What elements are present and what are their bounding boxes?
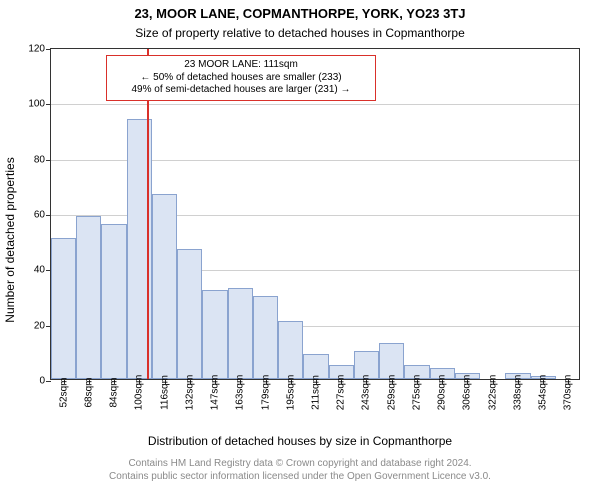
credit-line2: Contains public sector information licen… [0, 471, 600, 484]
xtick-label: 227sqm [336, 375, 347, 411]
histogram-bar [152, 194, 177, 379]
histogram-bar [253, 296, 278, 379]
chart-container: 23, MOOR LANE, COPMANTHORPE, YORK, YO23 … [0, 0, 600, 500]
histogram-bar [101, 224, 126, 379]
histogram-bar [278, 321, 303, 379]
histogram-bar [202, 290, 227, 379]
xtick-label: 147sqm [210, 375, 221, 411]
xtick-label: 338sqm [512, 375, 523, 411]
credit-text: Contains HM Land Registry data © Crown c… [0, 458, 600, 483]
xtick-label: 100sqm [134, 375, 145, 411]
xtick-label: 290sqm [437, 375, 448, 411]
xtick-label: 163sqm [235, 375, 246, 411]
histogram-bar [177, 249, 202, 379]
gridline [51, 104, 579, 105]
xtick-label: 259sqm [386, 375, 397, 411]
plot-area: 02040608010012052sqm68sqm84sqm100sqm116s… [50, 48, 580, 380]
y-axis-label: Number of detached properties [3, 157, 17, 322]
annotation-line2: ← 50% of detached houses are smaller (23… [113, 72, 369, 85]
credit-line1: Contains HM Land Registry data © Crown c… [0, 458, 600, 471]
chart-subtitle: Size of property relative to detached ho… [0, 26, 600, 40]
xtick-label: 132sqm [184, 375, 195, 411]
ytick-label: 100 [28, 99, 51, 110]
xtick-label: 354sqm [538, 375, 549, 411]
ytick-label: 60 [34, 210, 51, 221]
annotation-box: 23 MOOR LANE: 111sqm ← 50% of detached h… [106, 55, 376, 101]
xtick-label: 370sqm [563, 375, 574, 411]
xtick-label: 195sqm [285, 375, 296, 411]
annotation-line1: 23 MOOR LANE: 111sqm [113, 59, 369, 72]
histogram-bar [76, 216, 101, 379]
xtick-label: 68sqm [83, 377, 94, 407]
ytick-label: 40 [34, 265, 51, 276]
xtick-label: 306sqm [462, 375, 473, 411]
xtick-label: 116sqm [159, 375, 170, 410]
histogram-bar [51, 238, 76, 379]
xtick-label: 52sqm [58, 377, 69, 407]
ytick-label: 20 [34, 320, 51, 331]
xtick-label: 84sqm [109, 377, 120, 407]
ytick-label: 80 [34, 154, 51, 165]
chart-title: 23, MOOR LANE, COPMANTHORPE, YORK, YO23 … [0, 6, 600, 21]
ytick-label: 120 [28, 44, 51, 55]
x-axis-label: Distribution of detached houses by size … [0, 434, 600, 448]
xtick-label: 179sqm [260, 375, 271, 411]
annotation-line3: 49% of semi-detached houses are larger (… [113, 84, 369, 97]
ytick-label: 0 [39, 376, 51, 387]
xtick-label: 243sqm [361, 375, 372, 411]
histogram-bar [379, 343, 404, 379]
xtick-label: 322sqm [487, 375, 498, 411]
xtick-label: 275sqm [411, 375, 422, 411]
xtick-label: 211sqm [311, 375, 322, 410]
histogram-bar [228, 288, 253, 379]
